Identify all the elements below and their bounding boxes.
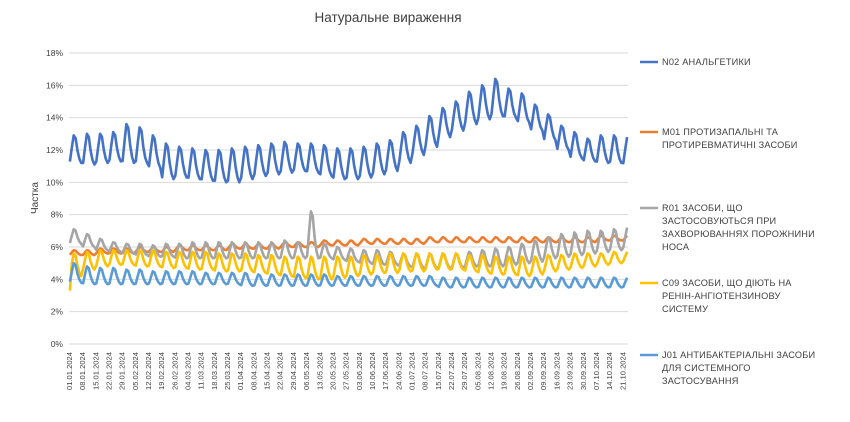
series-line xyxy=(68,248,629,291)
x-tick-label: 07.10.2024 xyxy=(592,352,601,390)
series-line xyxy=(68,210,629,270)
x-tick-label: 01.01.2024 xyxy=(65,352,74,390)
y-tick-label: 16% xyxy=(46,80,63,90)
x-tick-label: 15.07.2024 xyxy=(434,352,443,390)
x-tick-label: 27.05.2024 xyxy=(342,352,351,390)
x-tick-label: 17.06.2024 xyxy=(381,352,390,390)
x-tick-label: 15.01.2024 xyxy=(91,352,100,390)
series-line xyxy=(68,77,629,184)
x-tick-label: 08.04.2024 xyxy=(249,352,258,390)
x-tick-label: 26.02.2024 xyxy=(170,352,179,390)
x-tick-label: 09.09.2024 xyxy=(539,352,548,390)
x-tick-label: 12.02.2024 xyxy=(144,352,153,390)
x-tick-label: 18.03.2024 xyxy=(210,352,219,390)
x-tick-label: 26.08.2024 xyxy=(513,352,522,390)
x-tick-label: 19.02.2024 xyxy=(157,352,166,390)
x-tick-label: 02.09.2024 xyxy=(526,352,535,390)
x-tick-label: 29.07.2024 xyxy=(460,352,469,390)
x-tick-label: 15.04.2024 xyxy=(263,352,272,390)
x-tick-label: 24.06.2024 xyxy=(394,352,403,390)
x-tick-label: 08.01.2024 xyxy=(78,352,87,390)
y-tick-label: 12% xyxy=(46,145,63,155)
x-tick-label: 29.01.2024 xyxy=(118,352,127,390)
gridlines xyxy=(69,52,628,345)
y-axis-ticks: 0% 2% 4% 6% 8% 10% 12% 14% 16% 18% xyxy=(46,48,63,349)
x-tick-label: 13.05.2024 xyxy=(315,352,324,390)
x-tick-label: 21.10.2024 xyxy=(618,352,627,390)
x-tick-label: 22.01.2024 xyxy=(104,352,113,390)
x-tick-label: 30.09.2024 xyxy=(579,352,588,390)
y-axis-label: Частка xyxy=(30,182,41,214)
x-tick-label: 08.07.2024 xyxy=(421,352,430,390)
series-lines xyxy=(68,77,629,291)
y-tick-label: 2% xyxy=(51,307,64,317)
x-tick-label: 05.08.2024 xyxy=(473,352,482,390)
x-axis-ticks: 01.01.2024 08.01.2024 15.01.2024 22.01.2024… xyxy=(65,352,627,390)
x-tick-label: 11.03.2024 xyxy=(197,352,206,389)
legend-label: C09 ЗАСОБИ, ЩО ДІЮТЬ НА РЕНІН-АНГІОТЕНЗИН… xyxy=(662,278,792,314)
x-tick-label: 01.07.2024 xyxy=(407,352,416,390)
legend-label: R01 ЗАСОБИ, ЩО ЗАСТОСОВУЮТЬСЯ ПРИ ЗАХВОРЮВ… xyxy=(662,203,815,252)
legend-label: J01 АНТИБАКТЕРІАЛЬНІ ЗАСОБИ ДЛЯ СИСТЕМНОГ… xyxy=(662,350,815,386)
y-tick-label: 0% xyxy=(51,339,64,349)
x-tick-label: 06.05.2024 xyxy=(302,352,311,390)
x-tick-label: 01.04.2024 xyxy=(236,352,245,390)
legend-label: N02 АНАЛЬГЕТИКИ xyxy=(662,57,751,67)
legend: N02 АНАЛЬГЕТИКИ M01 ПРОТИЗАПАЛЬНІ ТА ПРОТИ… xyxy=(640,57,815,386)
series-line xyxy=(68,261,629,289)
x-tick-label: 14.10.2024 xyxy=(605,352,614,390)
x-tick-label: 05.02.2024 xyxy=(131,352,140,390)
x-tick-label: 25.03.2024 xyxy=(223,352,232,390)
legend-label: M01 ПРОТИЗАПАЛЬНІ ТА ПРОТИРЕВМАТИЧНІ ЗАСО… xyxy=(662,127,798,150)
x-tick-label: 16.09.2024 xyxy=(552,352,561,390)
y-tick-label: 18% xyxy=(46,48,63,58)
chart-title: Натуральне вираження xyxy=(314,10,461,25)
x-tick-label: 20.05.2024 xyxy=(328,352,337,390)
x-tick-label: 22.04.2024 xyxy=(276,352,285,390)
x-tick-label: 29.04.2024 xyxy=(289,352,298,390)
x-tick-label: 23.09.2024 xyxy=(566,352,575,390)
y-tick-label: 4% xyxy=(51,274,64,284)
y-tick-label: 14% xyxy=(46,113,63,123)
x-tick-label: 19.08.2024 xyxy=(500,352,509,390)
x-tick-label: 03.06.2024 xyxy=(355,352,364,390)
y-tick-label: 10% xyxy=(46,177,63,187)
x-tick-label: 10.06.2024 xyxy=(368,352,377,390)
y-tick-label: 6% xyxy=(51,242,64,252)
y-tick-label: 8% xyxy=(51,210,64,220)
x-tick-label: 12.08.2024 xyxy=(487,352,496,390)
x-tick-label: 22.07.2024 xyxy=(447,352,456,390)
x-tick-label: 04.03.2024 xyxy=(184,352,193,390)
